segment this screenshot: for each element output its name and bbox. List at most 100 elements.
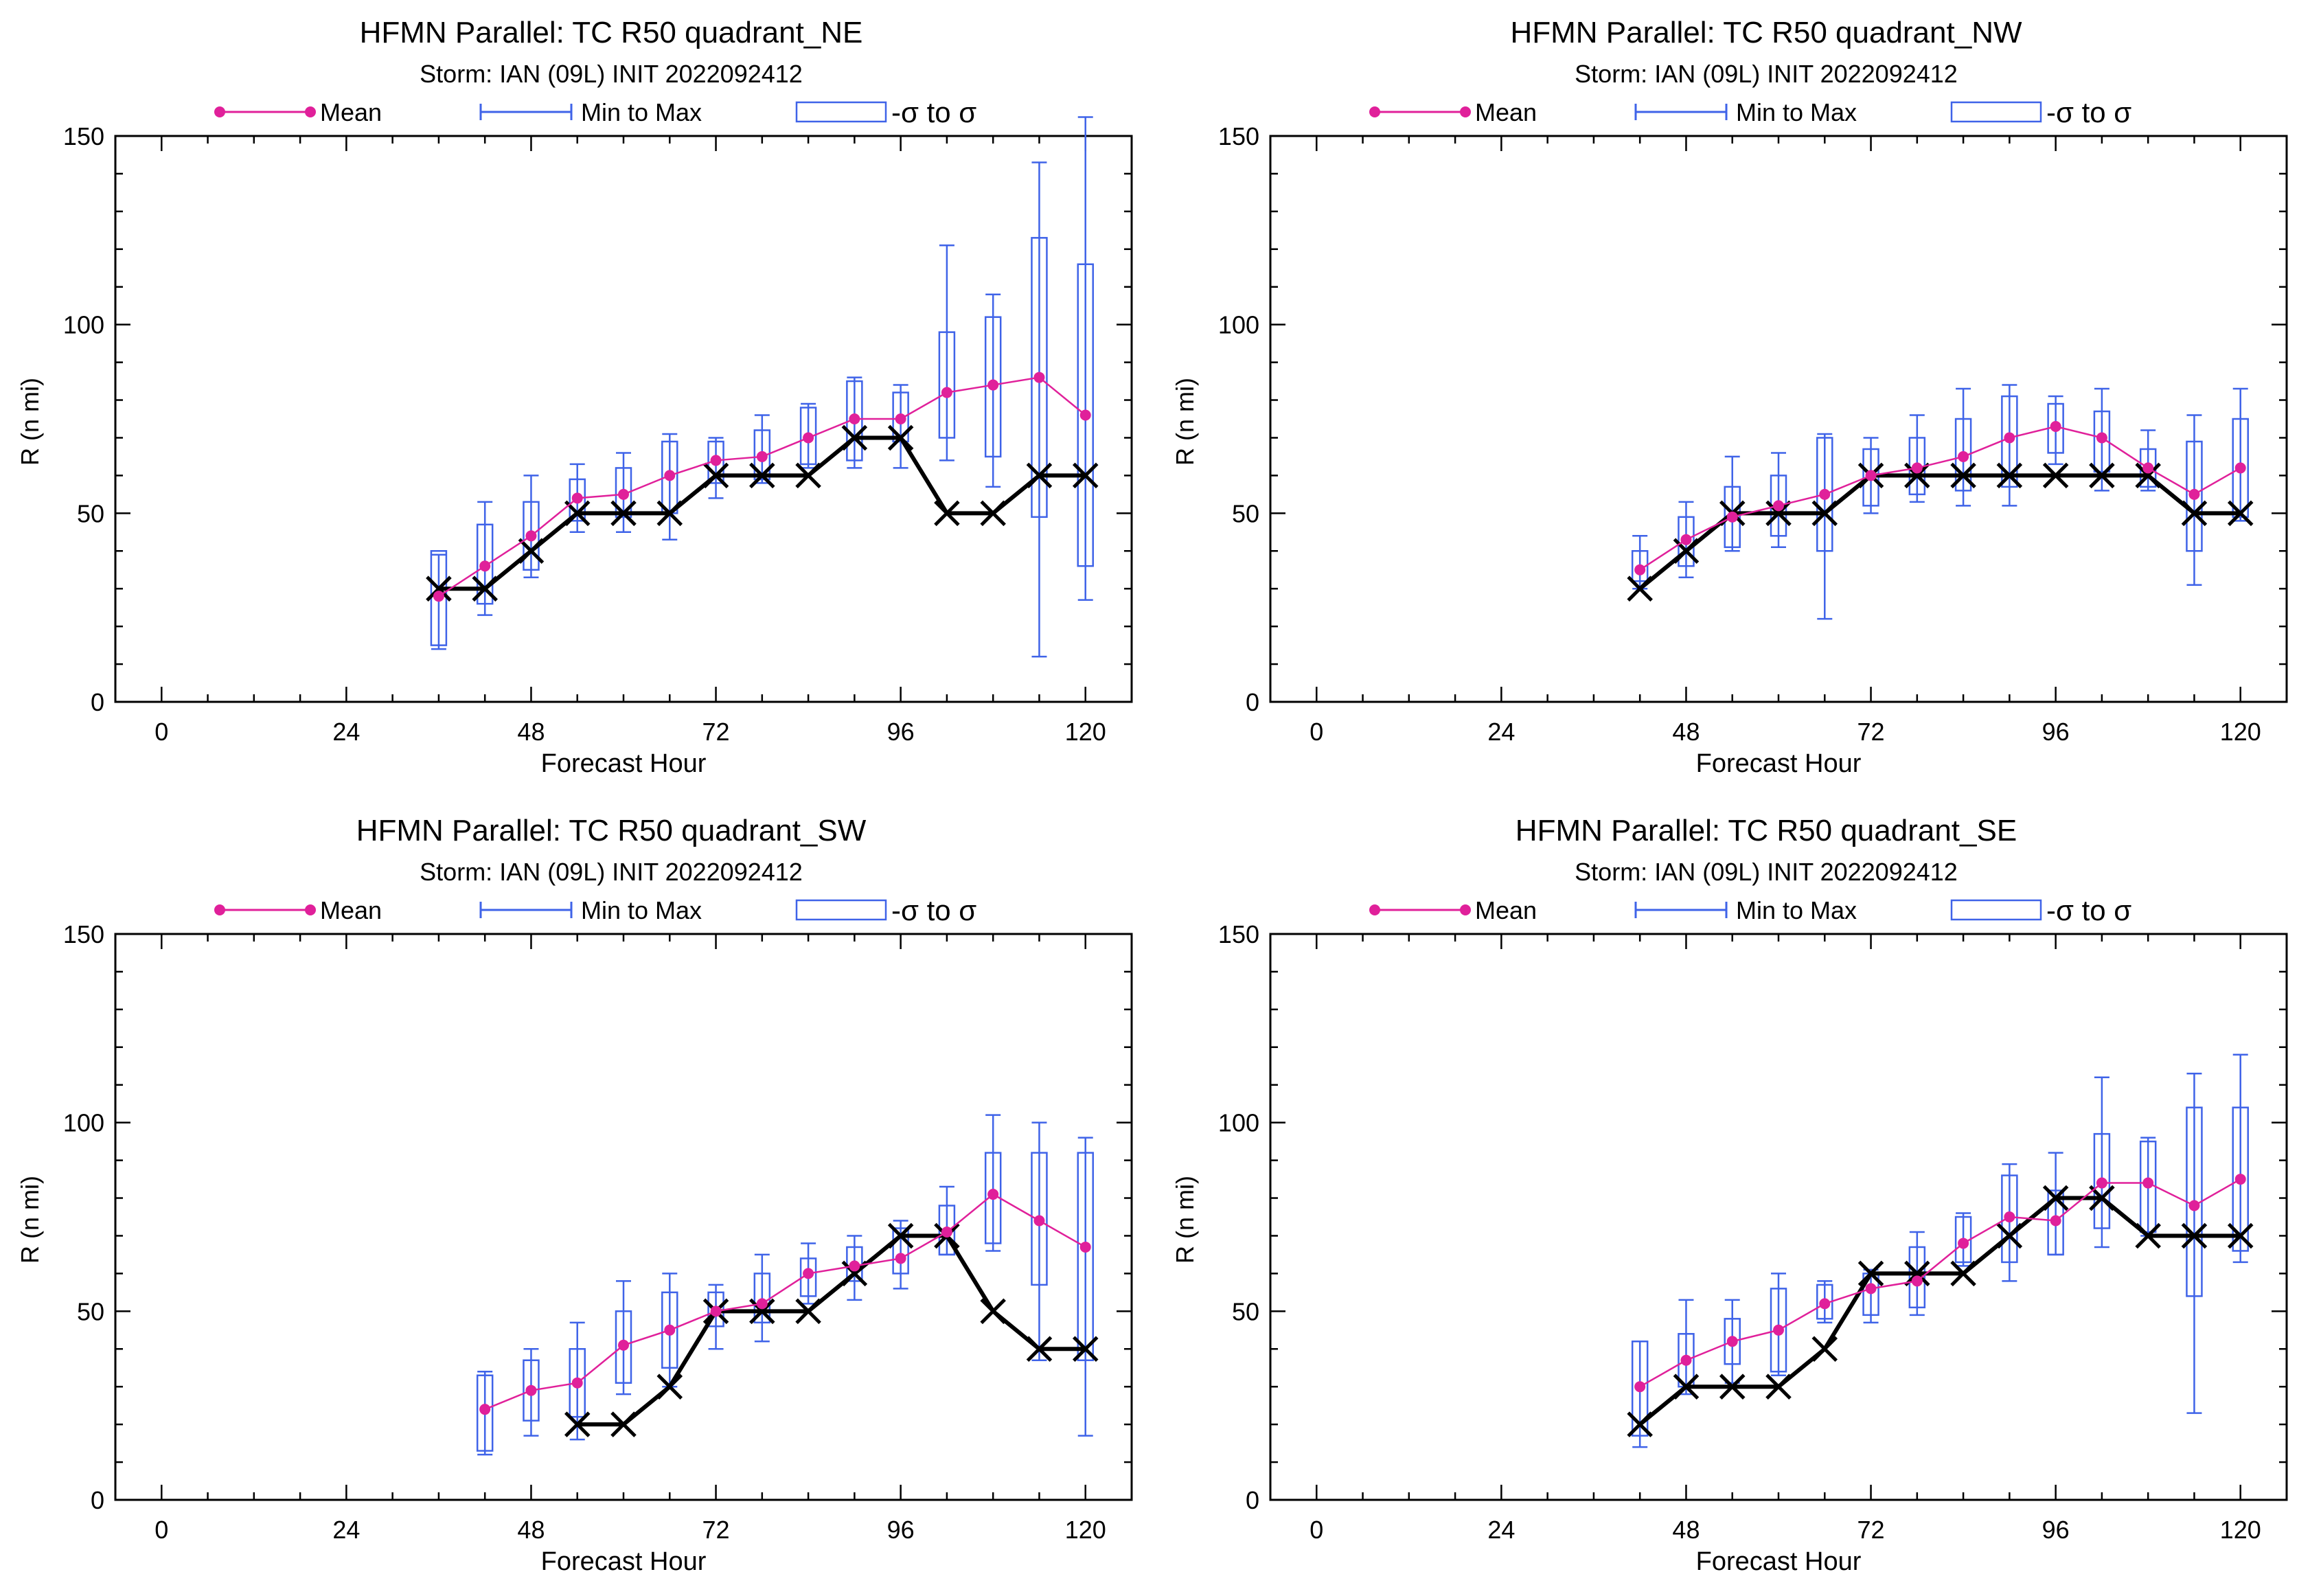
mean-point bbox=[479, 560, 491, 572]
x-tick-label: 48 bbox=[1672, 718, 1700, 746]
y-tick-label: 150 bbox=[63, 920, 104, 948]
observed-marker-b bbox=[841, 1260, 868, 1287]
x-tick-label: 0 bbox=[155, 718, 168, 746]
mean-point bbox=[2004, 432, 2015, 444]
sigma-box bbox=[2001, 1174, 2018, 1264]
chart-subtitle: Storm: IAN (09L) INIT 2022092412 bbox=[420, 60, 803, 88]
observed-marker-b bbox=[2089, 462, 2115, 489]
mean-point bbox=[756, 451, 768, 462]
mean-line bbox=[1639, 1178, 2241, 1388]
observed-marker-b bbox=[749, 1298, 775, 1325]
observed-marker-b bbox=[1950, 462, 1976, 489]
observed-marker-b bbox=[2042, 462, 2069, 489]
observed-marker-b bbox=[1627, 575, 1653, 602]
legend-sigma-label: -σ to σ bbox=[2046, 894, 2131, 926]
sigma-box bbox=[569, 1348, 586, 1418]
y-tick-label: 150 bbox=[1218, 920, 1259, 948]
sigma-box bbox=[1631, 1341, 1649, 1437]
sigma-box bbox=[476, 523, 494, 605]
mean-point bbox=[1773, 1324, 1784, 1336]
sigma-box bbox=[892, 1227, 909, 1275]
y-tick-label: 0 bbox=[1246, 1486, 1259, 1514]
observed-marker-b bbox=[2089, 1185, 2115, 1211]
observed-line bbox=[1638, 473, 2241, 591]
mean-point bbox=[2188, 1200, 2200, 1211]
sigma-box bbox=[661, 1291, 678, 1369]
observed-marker-b bbox=[1673, 1373, 1700, 1400]
mean-point bbox=[1911, 1275, 1923, 1287]
x-tick-label: 96 bbox=[887, 1516, 915, 1544]
mean-point bbox=[571, 492, 583, 504]
mean-point bbox=[2004, 1211, 2015, 1222]
x-tick-label: 72 bbox=[1857, 718, 1885, 746]
plot-area: 0 24 48 72 96 120 0 50 100 150 bbox=[63, 116, 1133, 746]
y-tick-label: 50 bbox=[1232, 499, 1259, 527]
legend-mean-dot-right bbox=[1460, 106, 1471, 117]
x-axis-label: Forecast Hour bbox=[1696, 749, 1862, 778]
legend: Mean Min to Max -σ to σ bbox=[1369, 894, 2131, 926]
mean-point bbox=[525, 1384, 537, 1396]
mean-point bbox=[1726, 1336, 1738, 1347]
y-tick-label: 50 bbox=[1232, 1297, 1259, 1325]
mean-point bbox=[433, 591, 444, 602]
sigma-box bbox=[1077, 1152, 1094, 1361]
mean-point bbox=[1958, 451, 1969, 462]
mean-point bbox=[2234, 462, 2246, 474]
x-axis-label: Forecast Hour bbox=[541, 749, 707, 778]
plot-frame bbox=[1269, 135, 2288, 703]
y-tick-label: 100 bbox=[1218, 311, 1259, 339]
sigma-box bbox=[2093, 410, 2111, 473]
observed-marker-b bbox=[795, 462, 821, 489]
y-tick-label: 0 bbox=[91, 1486, 104, 1514]
mean-point bbox=[2050, 420, 2061, 432]
y-axis-label: R (n mi) bbox=[1171, 378, 1199, 466]
mean-point bbox=[1865, 1283, 1877, 1295]
observed-marker-b bbox=[1627, 1411, 1653, 1437]
legend-mean-dot-right bbox=[1460, 904, 1471, 915]
x-tick-label: 120 bbox=[1065, 718, 1106, 746]
x-tick-label: 120 bbox=[1065, 1516, 1106, 1544]
sigma-box bbox=[1631, 550, 1649, 582]
observed-marker-b bbox=[2181, 1222, 2208, 1249]
observed-marker-b bbox=[841, 424, 868, 451]
sigma-box bbox=[1908, 1246, 1926, 1309]
chart-title: HFMN Parallel: TC R50 quadrant_NE bbox=[360, 16, 863, 49]
sigma-box bbox=[2093, 1132, 2111, 1229]
legend-sigma-label: -σ to σ bbox=[891, 894, 976, 926]
sigma-box bbox=[1077, 263, 1094, 567]
observed-marker-b bbox=[934, 500, 960, 527]
chart-title: HFMN Parallel: TC R50 quadrant_NW bbox=[1511, 16, 2022, 49]
mean-point bbox=[571, 1377, 583, 1389]
observed-marker-b bbox=[1996, 462, 2023, 489]
x-tick-label: 48 bbox=[517, 1516, 545, 1544]
observed-marker-b bbox=[1026, 462, 1053, 489]
observed-marker-b bbox=[610, 1411, 637, 1437]
observed-line bbox=[577, 1233, 1086, 1427]
plot-frame bbox=[114, 933, 1133, 1501]
observed-marker-b bbox=[2135, 462, 2161, 489]
observed-marker-b bbox=[564, 1411, 591, 1437]
observed-marker-b bbox=[2135, 1222, 2161, 1249]
y-axis-label: R (n mi) bbox=[16, 378, 44, 466]
mean-point bbox=[1680, 534, 1692, 545]
legend-sigma-box bbox=[795, 899, 887, 921]
mean-point bbox=[2050, 1215, 2061, 1227]
mean-point bbox=[849, 413, 860, 424]
legend-sigma-label: -σ to σ bbox=[891, 96, 976, 128]
legend-sigma-box bbox=[1950, 899, 2042, 921]
chart-panel-nw: HFMN Parallel: TC R50 quadrant_NW Storm:… bbox=[1171, 16, 2288, 778]
x-tick-label: 24 bbox=[332, 718, 360, 746]
x-tick-label: 0 bbox=[1310, 718, 1323, 746]
observed-marker-b bbox=[1765, 1373, 1792, 1400]
mean-line bbox=[484, 1193, 1086, 1411]
mean-point bbox=[1033, 372, 1045, 383]
chart-subtitle: Storm: IAN (09L) INIT 2022092412 bbox=[1575, 60, 1958, 88]
mean-point bbox=[987, 1189, 999, 1200]
mean-point bbox=[941, 387, 952, 398]
chart-title: HFMN Parallel: TC R50 quadrant_SW bbox=[356, 814, 867, 847]
mean-line bbox=[1639, 425, 2241, 571]
legend-mean-dot-right bbox=[305, 904, 316, 915]
observed-marker-b bbox=[472, 575, 498, 602]
legend-mean-dot-left bbox=[214, 106, 225, 117]
legend-sigma-box bbox=[1950, 101, 2042, 123]
